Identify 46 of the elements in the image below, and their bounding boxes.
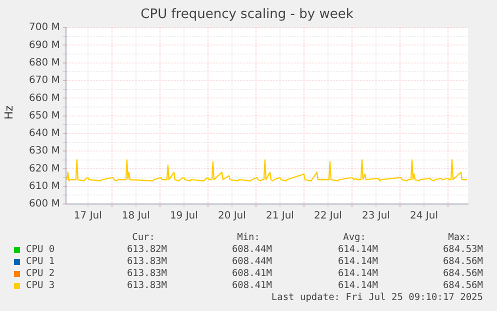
y-tick-label: 680 M: [28, 57, 60, 68]
text: 608.44M: [232, 244, 272, 255]
x-tick-label: 21 Jul: [266, 210, 294, 222]
text: 608.44M: [232, 256, 272, 267]
x-tick-label: 22 Jul: [314, 210, 342, 222]
y-tick-label: 600 M: [28, 198, 60, 210]
text: Min:: [237, 232, 260, 243]
text: 684.56M: [442, 268, 483, 279]
x-tick-label: 23 Jul: [362, 210, 390, 222]
text: 614.14M: [338, 280, 378, 291]
text: Last update: Fri Jul 25 09:10:17 2025: [271, 292, 483, 303]
text: 613.83M: [126, 280, 167, 291]
legend-label: CPU 1: [26, 256, 55, 267]
text: 684.53M: [442, 244, 483, 255]
x-tick-label: 18 Jul: [122, 210, 150, 222]
text: 613.83M: [126, 256, 167, 267]
text: 614.14M: [338, 268, 378, 279]
y-tick-label: 670 M: [28, 75, 60, 86]
text: Avg:: [343, 232, 366, 243]
x-tick-label: 24 Jul: [410, 210, 438, 222]
text: 613.83M: [126, 268, 167, 279]
text: Max:: [448, 232, 471, 243]
text: 684.56M: [442, 256, 483, 267]
x-tick-label: 17 Jul: [74, 210, 102, 222]
legend-label: CPU 0: [26, 244, 55, 255]
y-tick-label: 610 M: [28, 180, 60, 192]
y-tick-label: 620 M: [28, 163, 60, 174]
text: 613.82M: [126, 244, 167, 255]
text: 614.14M: [338, 256, 378, 267]
text: 614.14M: [338, 244, 378, 255]
text: 608.41M: [232, 280, 272, 291]
text: 608.41M: [232, 268, 272, 279]
y-tick-label: 640 M: [28, 128, 60, 140]
y-tick-label: 690 M: [28, 40, 60, 51]
y-tick-label: 660 M: [28, 92, 60, 104]
x-tick-label: 19 Jul: [170, 210, 198, 222]
y-axis-title: Hz: [2, 105, 16, 120]
legend-label: CPU 2: [26, 268, 55, 279]
y-tick-label: 700 M: [28, 22, 60, 34]
y-tick-label: 630 M: [28, 146, 60, 157]
y-tick-label: 650 M: [28, 110, 60, 122]
text: 684.56M: [442, 280, 483, 291]
x-tick-label: 20 Jul: [218, 210, 246, 222]
chart-title: CPU frequency scaling - by week: [140, 7, 354, 22]
text: Cur:: [132, 232, 155, 243]
legend-label: CPU 3: [26, 280, 55, 291]
